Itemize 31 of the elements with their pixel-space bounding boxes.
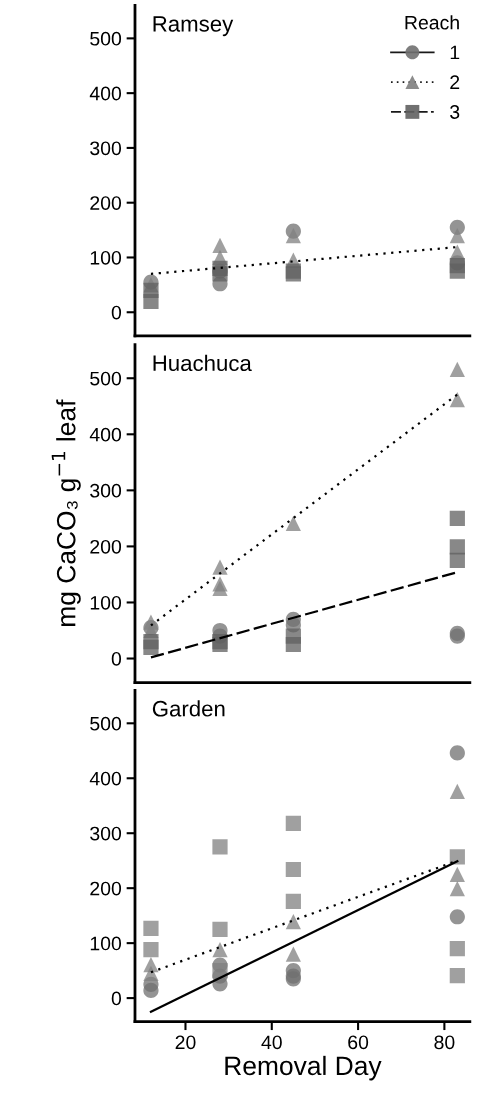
y-tick-label: 0 <box>111 991 122 1006</box>
y-tick-label: 300 <box>90 826 122 841</box>
y-tick-label: 400 <box>89 771 122 786</box>
y-axis-title: mg CaCO₃ g$^{−1}$ leaf <box>51 399 81 626</box>
legend-title: Reach <box>405 15 459 30</box>
x-tick-label: 80 <box>434 1035 455 1050</box>
y-tick-label: 100 <box>90 250 122 265</box>
x-tick-label: 40 <box>261 1035 282 1050</box>
y-tick-label: 200 <box>90 539 122 554</box>
y-tick-label: 500 <box>90 31 122 46</box>
y-tick-label: 100 <box>90 595 122 610</box>
x-tick-label: 20 <box>175 1035 196 1050</box>
chart-title: Huachuca <box>153 354 252 372</box>
y-tick-label: 100 <box>90 936 122 951</box>
y-tick-label: 0 <box>111 305 122 320</box>
y-tick-label: 200 <box>90 196 122 210</box>
y-tick-label: 300 <box>90 483 122 498</box>
y-tick-label: 500 <box>90 716 122 731</box>
y-tick-label: 500 <box>90 371 122 386</box>
y-tick-label: 300 <box>90 141 122 156</box>
x-axis-title: Removal Day <box>225 1055 382 1081</box>
y-tick-label: 400 <box>89 86 122 101</box>
y-tick-label: 400 <box>89 427 122 442</box>
chart-title: Garden <box>152 700 225 717</box>
legend-label: 2 <box>450 75 460 89</box>
y-tick-label: 200 <box>90 881 122 896</box>
chart-title: Ramsey <box>153 16 234 37</box>
legend-label: 3 <box>450 105 460 119</box>
legend-label: 1 <box>450 45 460 60</box>
x-tick-label: 60 <box>348 1035 369 1050</box>
y-tick-label: 0 <box>111 651 122 666</box>
